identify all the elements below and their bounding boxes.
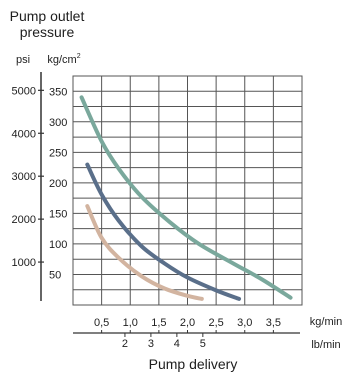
lbmin-tick-label: 4 bbox=[174, 338, 180, 350]
psi-tick-label: 4000 bbox=[12, 128, 36, 140]
kgcm2-tick-label: 200 bbox=[49, 178, 67, 190]
kgcm2-tick-label: 250 bbox=[49, 147, 67, 159]
kgmin-tick-label: 0,5 bbox=[94, 317, 109, 329]
kgmin-tick-label: 2,0 bbox=[180, 317, 195, 329]
kgcm2-tick-label: 300 bbox=[49, 117, 67, 129]
psi-tick-label: 3000 bbox=[12, 171, 36, 183]
kgmin-tick-label: 1,0 bbox=[123, 317, 138, 329]
psi-unit-label: psi bbox=[16, 54, 30, 66]
psi-tick-label: 2000 bbox=[12, 214, 36, 226]
lbmin-tick-label: 2 bbox=[122, 338, 128, 350]
series-curve-3 bbox=[85, 204, 204, 301]
psi-axis: 5000 4000 3000 2000 1000 bbox=[12, 72, 44, 301]
kgmin-tick-label: 3,0 bbox=[237, 317, 252, 329]
chart-title-line2: pressure bbox=[20, 24, 75, 40]
psi-tick-label: 1000 bbox=[12, 257, 36, 269]
lbmin-tick-label: 5 bbox=[200, 338, 206, 350]
kgmin-tick-label: 2,5 bbox=[208, 317, 223, 329]
x-axis-label: Pump delivery bbox=[149, 356, 238, 372]
kgcm2-tick-label: 350 bbox=[49, 86, 67, 98]
series-curves bbox=[79, 95, 293, 301]
kgcm2-tick-label: 50 bbox=[49, 269, 61, 281]
kgcm2-tick-label: 150 bbox=[49, 208, 67, 220]
kgcm2-unit-label: kg/cm2 bbox=[47, 53, 80, 66]
lbmin-tick-label: 3 bbox=[148, 338, 154, 350]
lbmin-unit-label: lb/min bbox=[311, 339, 340, 351]
series-curve-1 bbox=[79, 95, 293, 300]
kgcm2-axis: 350 300 250 200 150 100 50 bbox=[49, 86, 67, 281]
series-curve-2 bbox=[85, 162, 242, 301]
x-axes: 0,5 1,0 1,5 2,0 2,5 3,0 3,5 2 3 4 5 bbox=[73, 317, 300, 350]
chart-title-line1: Pump outlet bbox=[10, 8, 85, 24]
kgcm2-tick-label: 100 bbox=[49, 239, 67, 251]
kgmin-unit-label: kg/min bbox=[310, 316, 342, 328]
grid-lines bbox=[72, 75, 303, 306]
kgmin-tick-label: 3,5 bbox=[266, 317, 281, 329]
psi-tick-label: 5000 bbox=[12, 85, 36, 97]
kgmin-tick-label: 1,5 bbox=[151, 317, 166, 329]
